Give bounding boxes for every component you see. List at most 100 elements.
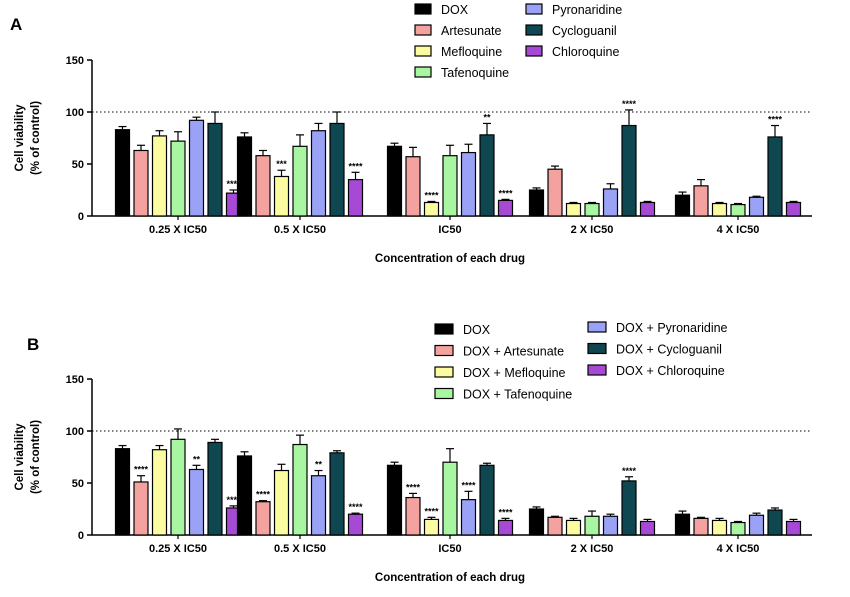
bar [114, 129, 131, 217]
bar [442, 155, 458, 217]
significance-label: **** [134, 465, 149, 475]
bar [133, 481, 149, 536]
bar [767, 509, 783, 536]
bar [674, 513, 691, 536]
bar [693, 517, 709, 536]
bar [207, 122, 223, 217]
bar [730, 521, 746, 536]
legend-swatch [434, 323, 454, 335]
legend-label: DOX + Chloroquine [616, 364, 725, 378]
panel-b-letter: B [27, 335, 39, 354]
bar [479, 134, 495, 217]
bar [479, 464, 495, 536]
significance-label: **** [424, 190, 439, 200]
x-tick-label: 0.25 X IC50 [149, 543, 207, 555]
bar [639, 520, 656, 536]
bar [621, 124, 637, 217]
legend-swatch [414, 3, 432, 15]
legend-label: Mefloquine [441, 45, 502, 59]
x-tick-label: 2 X IC50 [571, 543, 614, 555]
bar [584, 515, 600, 536]
x-tick-label: 4 X IC50 [717, 224, 760, 236]
significance-label: **** [226, 179, 241, 189]
legend-swatch [525, 45, 543, 57]
bar [565, 519, 582, 536]
bar [170, 438, 186, 536]
x-tick-label: 0.5 X IC50 [274, 543, 326, 555]
legend-label: DOX + Pyronaridine [616, 321, 728, 335]
bar [547, 168, 563, 217]
bar [188, 468, 205, 536]
panel-b-ylabel-line1: Cell viability [14, 423, 26, 491]
bar [497, 519, 514, 536]
bar [711, 202, 728, 217]
significance-label: ** [483, 112, 491, 122]
bar [310, 130, 327, 217]
bar [273, 175, 290, 217]
bar [386, 145, 403, 217]
panel-a-ylabel-line2: (% of control) [30, 101, 42, 175]
y-tick-label: 150 [66, 374, 84, 386]
y-tick-label: 100 [66, 107, 84, 119]
panel-a-ylabel-line1: Cell viability [14, 104, 26, 172]
bar [236, 136, 253, 217]
legend-swatch [587, 321, 607, 333]
bar [547, 516, 563, 536]
legend-label: Tafenoquine [441, 66, 509, 80]
y-tick-label: 50 [72, 159, 84, 171]
legend-swatch [414, 24, 432, 36]
bar [621, 480, 637, 536]
legend-swatch [434, 366, 454, 378]
bar [236, 455, 253, 536]
significance-label: **** [461, 480, 476, 490]
bar [347, 179, 364, 217]
y-tick-label: 150 [66, 55, 84, 67]
x-tick-label: IC50 [438, 543, 461, 555]
significance-label: **** [348, 502, 363, 512]
legend-swatch [434, 344, 454, 357]
y-tick-label: 0 [78, 530, 84, 542]
x-tick-label: 2 X IC50 [571, 224, 614, 236]
bar [565, 202, 582, 217]
bar [405, 156, 421, 217]
significance-label: **** [768, 115, 783, 125]
bar [584, 202, 600, 217]
x-tick-label: IC50 [438, 224, 461, 236]
bar [528, 508, 545, 536]
legend-swatch [587, 342, 607, 355]
panel-b-ylabel-line2: (% of control) [30, 420, 42, 494]
x-tick-label: 4 X IC50 [717, 543, 760, 555]
bar [347, 513, 364, 536]
significance-label: **** [498, 188, 513, 198]
bar [460, 151, 477, 217]
bar [329, 122, 345, 217]
bar [674, 194, 691, 217]
significance-label: **** [498, 507, 513, 517]
significance-label: **** [348, 161, 363, 171]
bar [460, 499, 477, 536]
significance-label: **** [256, 490, 271, 500]
x-tick-label: 0.5 X IC50 [274, 224, 326, 236]
significance-label: **** [406, 482, 421, 492]
bar [329, 452, 345, 536]
bar [151, 135, 168, 217]
bar [310, 475, 327, 536]
bar [405, 496, 421, 536]
legend-swatch [434, 387, 454, 400]
panel-a-legend: DOX Artesunate Mefloquine Tafenoquine Pyrona… [414, 3, 622, 80]
bar [423, 201, 440, 217]
legend-label: DOX [441, 3, 469, 17]
bar [207, 441, 223, 536]
legend-swatch [414, 45, 432, 57]
significance-label: **** [226, 495, 241, 505]
bar [114, 448, 131, 536]
bar [151, 449, 168, 536]
significance-label: **** [622, 99, 637, 109]
significance-label: **** [622, 466, 637, 476]
legend-swatch [414, 66, 432, 78]
bar [748, 196, 765, 217]
significance-label: *** [276, 159, 287, 169]
bar [292, 443, 308, 536]
